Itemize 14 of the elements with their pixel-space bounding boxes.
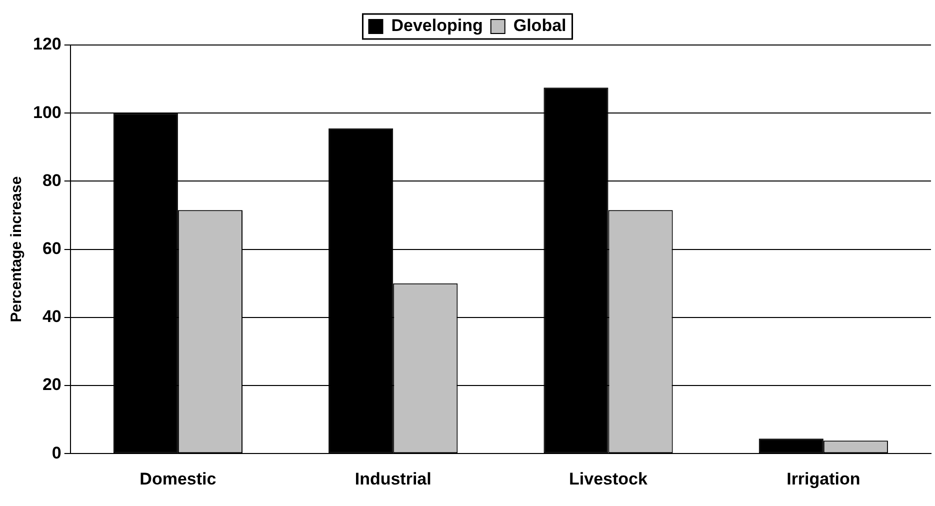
y-axis-title: Percentage increase [8, 176, 26, 322]
y-tick-label: 120 [32, 34, 62, 54]
legend-label: Developing [391, 16, 483, 36]
y-tick-label: 100 [32, 102, 62, 122]
x-tick-label: Livestock [569, 469, 648, 488]
x-tick-label: Domestic [140, 469, 216, 488]
y-tick-label: 60 [42, 238, 62, 258]
y-tick-label: 20 [42, 375, 62, 394]
y-tick-label: 0 [52, 443, 62, 462]
y-tick-label: 80 [42, 170, 62, 190]
x-tick-label: Irrigation [786, 469, 860, 488]
x-tick-label: Industrial [354, 469, 432, 488]
legend-label: Global [513, 16, 566, 36]
y-tick-label: 40 [42, 307, 62, 326]
